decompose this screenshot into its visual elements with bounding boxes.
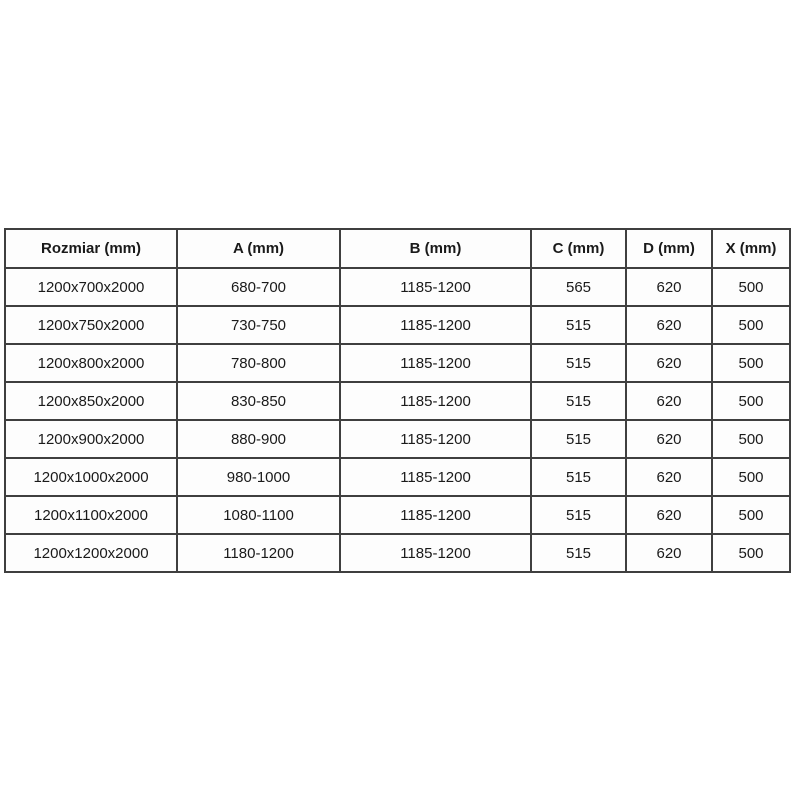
table-row: 1200x1100x2000 1080-1100 1185-1200 515 6…	[4, 495, 791, 535]
table-cell: 780-800	[176, 343, 341, 383]
table-cell: 500	[711, 533, 791, 573]
table-cell: 1200x850x2000	[4, 381, 178, 421]
table-cell: 830-850	[176, 381, 341, 421]
table-row: 1200x1200x2000 1180-1200 1185-1200 515 6…	[4, 533, 791, 573]
column-header-d: D (mm)	[625, 228, 713, 269]
table-cell: 1200x800x2000	[4, 343, 178, 383]
table-cell: 1185-1200	[339, 267, 532, 307]
table-cell: 1185-1200	[339, 419, 532, 459]
table-cell: 980-1000	[176, 457, 341, 497]
column-header-x: X (mm)	[711, 228, 791, 269]
table-cell: 1185-1200	[339, 381, 532, 421]
table-cell: 500	[711, 267, 791, 307]
table-cell: 620	[625, 343, 713, 383]
table-cell: 500	[711, 457, 791, 497]
table-cell: 880-900	[176, 419, 341, 459]
table-cell: 1185-1200	[339, 457, 532, 497]
table-cell: 500	[711, 419, 791, 459]
table-row: 1200x700x2000 680-700 1185-1200 565 620 …	[4, 267, 791, 307]
table-cell: 1200x1200x2000	[4, 533, 178, 573]
table-cell: 620	[625, 495, 713, 535]
table-cell: 620	[625, 419, 713, 459]
table-cell: 1185-1200	[339, 495, 532, 535]
table-cell: 1180-1200	[176, 533, 341, 573]
table-cell: 515	[530, 343, 627, 383]
table-row: 1200x1000x2000 980-1000 1185-1200 515 62…	[4, 457, 791, 497]
table-cell: 1185-1200	[339, 533, 532, 573]
table-cell: 515	[530, 533, 627, 573]
table-row: 1200x850x2000 830-850 1185-1200 515 620 …	[4, 381, 791, 421]
table-cell: 1185-1200	[339, 305, 532, 345]
table-row: 1200x750x2000 730-750 1185-1200 515 620 …	[4, 305, 791, 345]
table-cell: 620	[625, 267, 713, 307]
table-cell: 1200x700x2000	[4, 267, 178, 307]
table-cell: 500	[711, 343, 791, 383]
table-cell: 515	[530, 419, 627, 459]
table-header-row: Rozmiar (mm) A (mm) B (mm) C (mm) D (mm)…	[4, 228, 791, 269]
column-header-c: C (mm)	[530, 228, 627, 269]
table-cell: 1200x1100x2000	[4, 495, 178, 535]
table-cell: 1200x750x2000	[4, 305, 178, 345]
table-row: 1200x900x2000 880-900 1185-1200 515 620 …	[4, 419, 791, 459]
table-cell: 565	[530, 267, 627, 307]
table-cell: 620	[625, 305, 713, 345]
table-cell: 730-750	[176, 305, 341, 345]
table-cell: 515	[530, 457, 627, 497]
table-cell: 620	[625, 381, 713, 421]
table-cell: 1185-1200	[339, 343, 532, 383]
table-cell: 515	[530, 381, 627, 421]
column-header-a: A (mm)	[176, 228, 341, 269]
table-cell: 620	[625, 457, 713, 497]
table-cell: 515	[530, 495, 627, 535]
table-cell: 500	[711, 381, 791, 421]
table-cell: 500	[711, 495, 791, 535]
table-cell: 1080-1100	[176, 495, 341, 535]
table-row: 1200x800x2000 780-800 1185-1200 515 620 …	[4, 343, 791, 383]
table-cell: 620	[625, 533, 713, 573]
table-cell: 1200x1000x2000	[4, 457, 178, 497]
column-header-b: B (mm)	[339, 228, 532, 269]
table-cell: 515	[530, 305, 627, 345]
table-cell: 500	[711, 305, 791, 345]
table-cell: 1200x900x2000	[4, 419, 178, 459]
table-cell: 680-700	[176, 267, 341, 307]
column-header-rozmiar: Rozmiar (mm)	[4, 228, 178, 269]
size-spec-table: Rozmiar (mm) A (mm) B (mm) C (mm) D (mm)…	[4, 228, 791, 573]
